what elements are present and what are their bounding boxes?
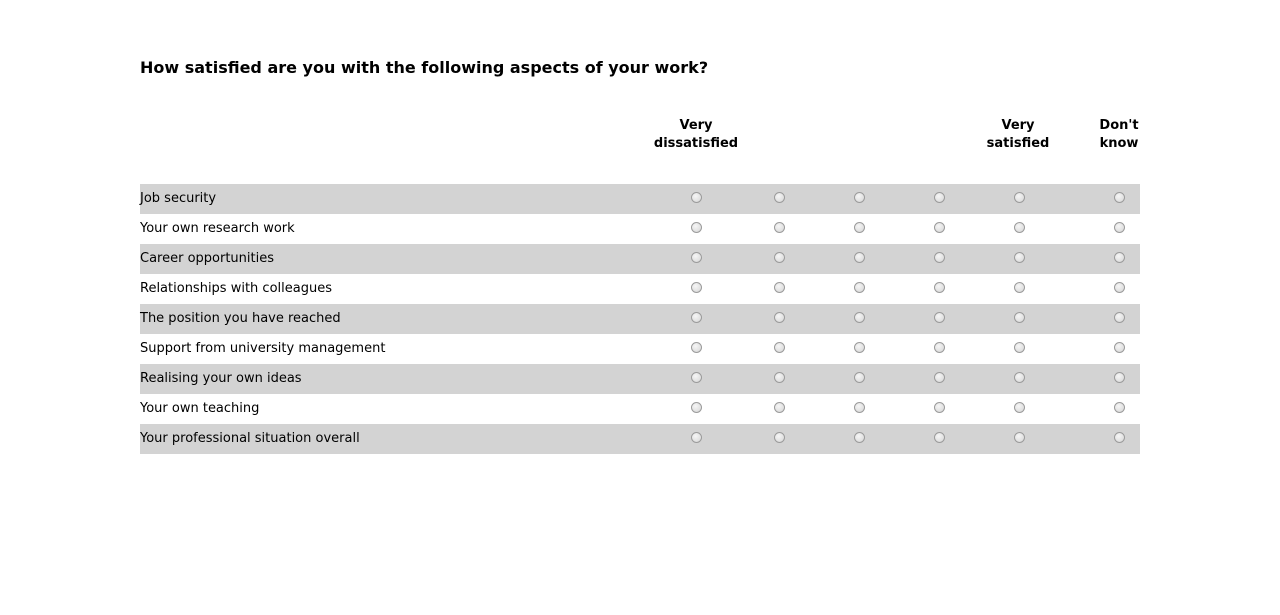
radio-option-5[interactable] xyxy=(1014,222,1025,233)
radio-option-2[interactable] xyxy=(774,312,785,323)
radio-option-4[interactable] xyxy=(934,312,945,323)
radio-option-2[interactable] xyxy=(774,402,785,413)
radio-option-4[interactable] xyxy=(934,192,945,203)
row-label: Job security xyxy=(140,191,217,206)
radio-option-5[interactable] xyxy=(1014,252,1025,263)
radio-option-3[interactable] xyxy=(854,402,865,413)
radio-option-1[interactable] xyxy=(691,432,702,443)
radio-option-6[interactable] xyxy=(1114,252,1125,263)
radio-option-6[interactable] xyxy=(1114,192,1125,203)
table-row: Realising your own ideas xyxy=(140,364,1140,394)
radio-option-6[interactable] xyxy=(1114,342,1125,353)
radio-option-5[interactable] xyxy=(1014,312,1025,323)
radio-option-1[interactable] xyxy=(691,222,702,233)
radio-option-1[interactable] xyxy=(691,192,702,203)
scale-header-dont-know: Don't know xyxy=(1099,118,1139,151)
radio-option-1[interactable] xyxy=(691,342,702,353)
radio-option-1[interactable] xyxy=(691,312,702,323)
radio-option-4[interactable] xyxy=(934,402,945,413)
radio-option-5[interactable] xyxy=(1014,402,1025,413)
table-row: Job security xyxy=(140,184,1140,214)
radio-option-5[interactable] xyxy=(1014,432,1025,443)
radio-option-2[interactable] xyxy=(774,342,785,353)
row-label: Support from university management xyxy=(140,341,386,356)
table-row: The position you have reached xyxy=(140,304,1140,334)
radio-option-2[interactable] xyxy=(774,222,785,233)
scale-header-very-dissatisfied: Very dissatisfied xyxy=(653,118,739,151)
radio-option-3[interactable] xyxy=(854,192,865,203)
radio-option-1[interactable] xyxy=(691,252,702,263)
table-row: Your professional situation overall xyxy=(140,424,1140,454)
radio-option-1[interactable] xyxy=(691,402,702,413)
radio-option-2[interactable] xyxy=(774,372,785,383)
radio-option-2[interactable] xyxy=(774,432,785,443)
radio-option-3[interactable] xyxy=(854,252,865,263)
radio-option-2[interactable] xyxy=(774,282,785,293)
radio-option-4[interactable] xyxy=(934,432,945,443)
radio-option-4[interactable] xyxy=(934,222,945,233)
radio-option-6[interactable] xyxy=(1114,312,1125,323)
radio-option-3[interactable] xyxy=(854,222,865,233)
radio-option-6[interactable] xyxy=(1114,282,1125,293)
row-label: Relationships with colleagues xyxy=(140,281,332,296)
row-label: The position you have reached xyxy=(140,311,341,326)
radio-option-5[interactable] xyxy=(1014,282,1025,293)
row-label: Your professional situation overall xyxy=(140,431,360,446)
row-label: Realising your own ideas xyxy=(140,371,302,386)
row-label: Career opportunities xyxy=(140,251,274,266)
radio-option-2[interactable] xyxy=(774,192,785,203)
row-label: Your own teaching xyxy=(140,401,260,416)
table-row: Relationships with colleagues xyxy=(140,274,1140,304)
radio-option-6[interactable] xyxy=(1114,432,1125,443)
radio-option-3[interactable] xyxy=(854,312,865,323)
radio-option-1[interactable] xyxy=(691,282,702,293)
radio-option-2[interactable] xyxy=(774,252,785,263)
radio-option-6[interactable] xyxy=(1114,372,1125,383)
radio-option-5[interactable] xyxy=(1014,342,1025,353)
radio-option-6[interactable] xyxy=(1114,222,1125,233)
radio-option-6[interactable] xyxy=(1114,402,1125,413)
scale-header-very-satisfied: Very satisfied xyxy=(986,118,1050,151)
rating-grid: Job security Your own research work Career… xyxy=(140,184,1140,454)
radio-option-1[interactable] xyxy=(691,372,702,383)
radio-option-3[interactable] xyxy=(854,432,865,443)
radio-option-4[interactable] xyxy=(934,372,945,383)
radio-option-3[interactable] xyxy=(854,282,865,293)
radio-option-3[interactable] xyxy=(854,342,865,353)
radio-option-4[interactable] xyxy=(934,342,945,353)
question-title: How satisfied are you with the following… xyxy=(140,58,709,77)
radio-option-4[interactable] xyxy=(934,252,945,263)
radio-option-5[interactable] xyxy=(1014,192,1025,203)
table-row: Your own research work xyxy=(140,214,1140,244)
table-row: Career opportunities xyxy=(140,244,1140,274)
scale-header: Very dissatisfied Very satisfied Don't k… xyxy=(0,117,1280,157)
table-row: Support from university management xyxy=(140,334,1140,364)
radio-option-3[interactable] xyxy=(854,372,865,383)
table-row: Your own teaching xyxy=(140,394,1140,424)
row-label: Your own research work xyxy=(140,221,295,236)
radio-option-5[interactable] xyxy=(1014,372,1025,383)
radio-option-4[interactable] xyxy=(934,282,945,293)
